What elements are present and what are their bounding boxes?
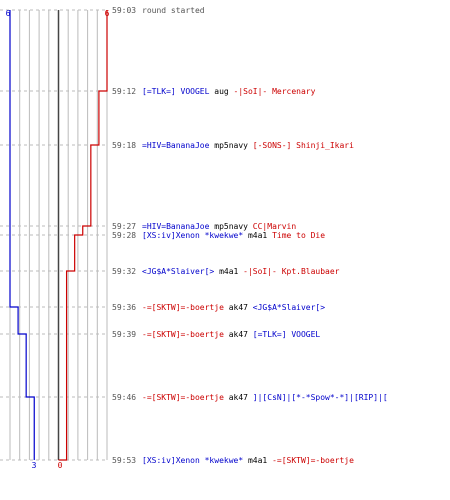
event-row: 59:46 -=[SKTW]=-boertje ak47 ]|[CsN]|[*-*… (112, 393, 388, 402)
event-text: -=[SKTW]=-boertje ak47 <JG$A*Slaiver[> (142, 303, 325, 312)
event-time: 59:03 (112, 6, 136, 15)
event-text-part: mp5navy (209, 141, 252, 150)
event-list: 59:03 round started 59:12 [=TLK=] VOOGEL au… (112, 6, 388, 465)
event-text-part: [=TLK=] VOOGEL (142, 87, 210, 96)
blue-start-score: 6 (6, 9, 11, 18)
event-text: [XS:iv]Xenon *kwekwe* m4a1 -=[SKTW]=-boe… (142, 456, 354, 465)
event-text: round started (142, 6, 205, 15)
event-text-part: mp5navy (209, 222, 252, 231)
event-text-part: -|SoI|- Kpt.Blaubaer (243, 267, 340, 276)
event-text-part: [-SONS-] Shinji_Ikari (253, 141, 354, 150)
event-text-part: [=TLK=] VOOGEL (253, 330, 321, 339)
event-text-part: CC|Marvin (253, 222, 297, 231)
event-text-part: -|SoI|- Mercenary (234, 87, 316, 96)
event-text-part: ak47 (224, 393, 253, 402)
event-text-part: -=[SKTW]=-boertje (272, 456, 354, 465)
event-row: 59:27 =HIV=BananaJoe mp5navy CC|Marvin (112, 222, 296, 231)
event-text-part: [XS:iv]Xenon *kwekwe* (142, 231, 243, 240)
event-time: 59:28 (112, 231, 136, 240)
blue-score-line (9, 10, 35, 460)
event-row: 59:32 <JG$A*Slaiver[> m4a1 -|SoI|- Kpt.Bl… (112, 267, 340, 276)
event-time: 59:36 (112, 303, 136, 312)
event-text: -=[SKTW]=-boertje ak47 [=TLK=] VOOGEL (142, 330, 320, 339)
event-text-part: ]|[CsN]|[*-*Spow*-*]|[RIP]|[ (253, 393, 388, 402)
event-text: <JG$A*Slaiver[> m4a1 -|SoI|- Kpt.Blaubae… (142, 267, 340, 276)
event-text-part: =HIV=BananaJoe (142, 222, 210, 231)
red-score-line (58, 10, 108, 461)
event-row: 59:39 -=[SKTW]=-boertje ak47 [=TLK=] VOOG… (112, 330, 320, 339)
event-text: =HIV=BananaJoe mp5navy [-SONS-] Shinji_I… (142, 141, 354, 150)
event-text-part: =HIV=BananaJoe (142, 141, 210, 150)
event-text-part: -=[SKTW]=-boertje (142, 330, 224, 339)
event-dash-lines (0, 9, 108, 461)
event-text-part: [XS:iv]Xenon *kwekwe* (142, 456, 243, 465)
blue-end-score: 3 (32, 461, 37, 470)
event-text-part: m4a1 (243, 456, 272, 465)
event-row: 59:18 =HIV=BananaJoe mp5navy [-SONS-] Shi… (112, 141, 354, 150)
event-row: 59:53 [XS:iv]Xenon *kwekwe* m4a1 -=[SKTW]… (112, 456, 354, 465)
event-text: -=[SKTW]=-boertje ak47 ]|[CsN]|[*-*Spow*… (142, 393, 388, 402)
event-text-part: -=[SKTW]=-boertje (142, 393, 224, 402)
event-row: 59:12 [=TLK=] VOOGEL aug -|SoI|- Mercenar… (112, 87, 316, 96)
event-time: 59:12 (112, 87, 136, 96)
event-text-part: -=[SKTW]=-boertje (142, 303, 224, 312)
event-time: 59:46 (112, 393, 136, 402)
event-text-part: m4a1 (243, 231, 272, 240)
event-text-part: ak47 (224, 330, 253, 339)
event-text-part: <JG$A*Slaiver[> (142, 267, 219, 276)
score-lines (9, 10, 108, 461)
event-text-part: Time to Die (272, 231, 325, 240)
event-row: 59:28 [XS:iv]Xenon *kwekwe* m4a1 Time to … (112, 231, 325, 240)
event-row: 59:36 -=[SKTW]=-boertje ak47 <JG$A*Slaive… (112, 303, 325, 312)
event-text: [XS:iv]Xenon *kwekwe* m4a1 Time to Die (142, 231, 325, 240)
event-text: =HIV=BananaJoe mp5navy CC|Marvin (142, 222, 296, 231)
event-text-part: round started (142, 6, 205, 15)
red-end-score: 0 (58, 461, 63, 470)
event-text-part: m4a1 (219, 267, 243, 276)
event-time: 59:18 (112, 141, 136, 150)
event-text-part: <JG$A*Slaiver[> (253, 303, 325, 312)
event-time: 59:53 (112, 456, 136, 465)
event-time: 59:32 (112, 267, 136, 276)
red-start-score: 6 (105, 9, 110, 18)
event-text-part: ak47 (224, 303, 253, 312)
event-row: 59:03 round started (112, 6, 205, 15)
event-time: 59:27 (112, 222, 136, 231)
event-text: [=TLK=] VOOGEL aug -|SoI|- Mercenary (142, 87, 316, 96)
event-text-part: aug (209, 87, 233, 96)
event-time: 59:39 (112, 330, 136, 339)
